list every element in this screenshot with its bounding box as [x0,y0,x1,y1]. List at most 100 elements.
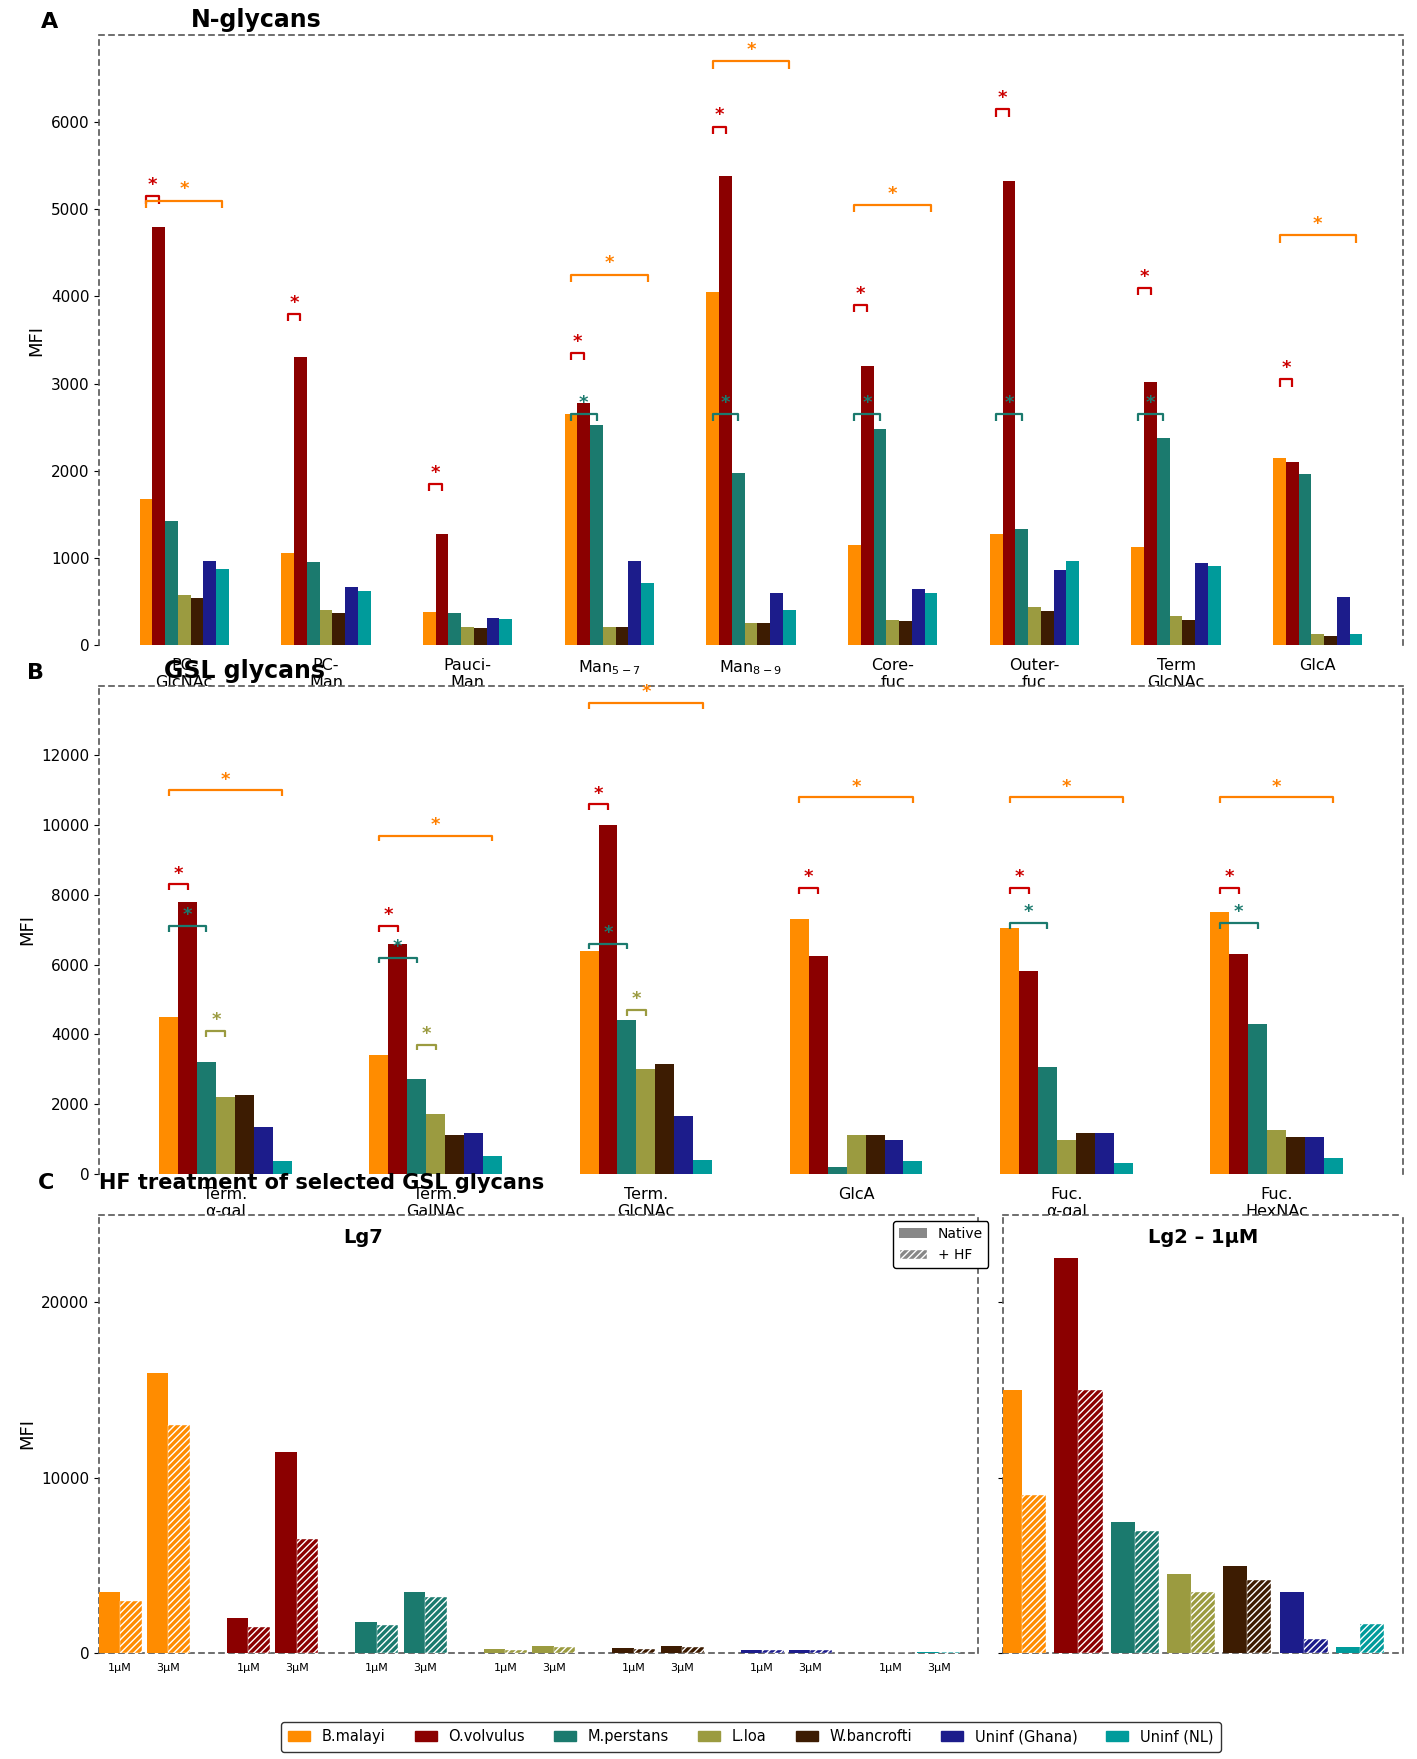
Bar [1196,563,1207,646]
Bar [733,473,745,646]
Bar [1003,181,1015,646]
Text: *: * [221,770,230,788]
Bar [159,1017,179,1173]
Bar [674,1115,693,1173]
Bar [436,535,448,646]
Text: *: * [640,684,650,702]
Bar [1298,475,1312,646]
Bar [913,589,924,646]
Bar [847,545,862,646]
Text: *: * [594,785,604,802]
Bar [1336,1648,1360,1653]
Bar [1040,610,1053,646]
Bar [1323,1157,1343,1173]
Text: C: C [38,1173,54,1193]
Bar [463,1133,483,1173]
Bar [1312,633,1323,646]
Bar [757,623,771,646]
Bar [499,619,512,646]
Bar [190,598,204,646]
Text: *: * [580,394,588,412]
Text: Lg7: Lg7 [343,1228,383,1247]
Bar [866,1135,884,1173]
Bar [578,403,589,646]
Bar [204,561,215,646]
Bar [1210,913,1230,1173]
Bar [164,521,179,646]
Bar [1057,1140,1076,1173]
Bar [1287,463,1298,646]
Bar [1207,566,1220,646]
Bar [1039,1068,1057,1173]
Text: *: * [1061,777,1071,795]
Bar [483,1650,506,1653]
Bar [1095,1133,1114,1173]
Bar [693,1159,713,1173]
Bar [771,593,782,646]
Text: *: * [572,332,582,350]
Bar [1111,1522,1135,1653]
Bar [591,426,604,646]
Bar [811,1650,832,1653]
Bar [425,1597,446,1653]
Bar [629,561,640,646]
Bar [655,1064,674,1173]
Text: *: * [747,40,755,60]
Bar [828,1166,847,1173]
Bar [1076,1133,1095,1173]
Text: HF treatment of selected GSL glycans: HF treatment of selected GSL glycans [99,1173,544,1193]
Bar [1145,382,1156,646]
Bar [235,1096,254,1173]
Bar [1078,1390,1102,1653]
Bar [789,920,809,1173]
Bar [904,1161,922,1173]
Bar [762,1650,784,1653]
Bar [275,1451,296,1653]
Bar [884,1140,904,1173]
Bar [357,591,371,646]
Text: *: * [852,777,862,795]
Bar [1349,633,1362,646]
Bar [296,1539,319,1653]
Bar [1248,1024,1267,1173]
Text: *: * [180,181,188,199]
Text: *: * [393,938,402,955]
Bar [554,1648,575,1653]
Text: B: B [27,663,44,682]
Text: *: * [1015,869,1024,887]
Text: *: * [183,906,193,925]
Bar [448,614,462,646]
Bar [615,628,628,646]
Bar [388,943,407,1173]
Bar [998,1390,1022,1653]
Bar [346,588,357,646]
Bar [1000,929,1019,1173]
Bar [1305,1136,1323,1173]
Bar [153,227,164,646]
Legend: Native, + HF: Native, + HF [893,1221,989,1268]
Bar [333,614,346,646]
Bar [120,1601,142,1653]
Bar [598,825,618,1173]
Bar [179,902,197,1173]
Bar [1053,570,1066,646]
Bar [873,429,887,646]
Text: *: * [803,869,813,887]
Text: *: * [1272,777,1281,795]
Bar [660,1646,682,1653]
Y-axis label: MFI: MFI [18,1418,35,1449]
Bar [564,413,578,646]
Bar [445,1135,463,1173]
Bar [618,1020,636,1173]
Bar [707,292,718,646]
Bar [782,610,795,646]
Bar [487,617,500,646]
Bar [179,595,190,646]
Bar [215,1098,235,1173]
Bar [99,1592,120,1653]
Bar [377,1625,398,1653]
Bar [862,366,873,646]
Bar [427,1113,445,1173]
Text: *: * [998,90,1007,107]
Text: *: * [856,285,866,303]
